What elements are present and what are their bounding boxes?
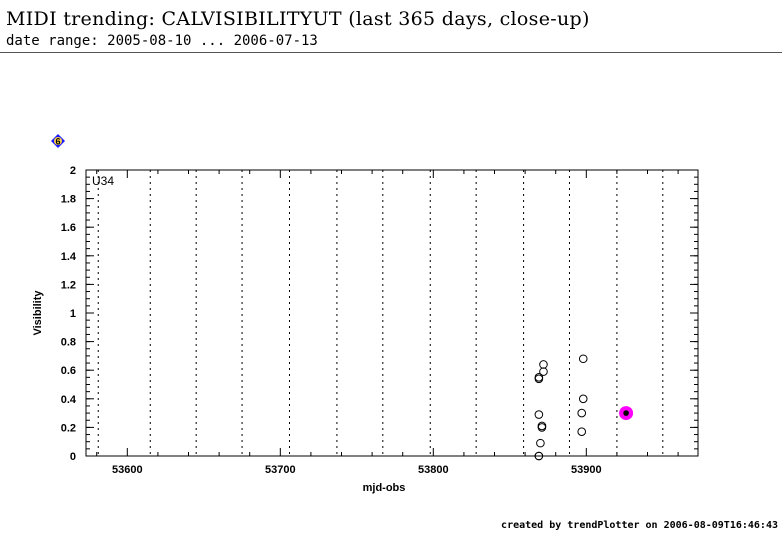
data-point: [539, 367, 548, 376]
data-point: [534, 410, 544, 419]
y-tick-label: 0.4: [61, 394, 77, 406]
data-point: [578, 354, 588, 364]
y-tick-label: 2: [70, 165, 76, 177]
data-points: [534, 354, 634, 461]
data-point: [539, 360, 548, 369]
plot-frame: [85, 169, 699, 457]
diamond-icon: 6: [51, 134, 65, 148]
data-point: [536, 438, 545, 448]
y-tick-label: 0.8: [61, 337, 76, 349]
x-tick-label: 53900: [571, 464, 602, 476]
y-tick-label: 0.2: [61, 422, 76, 434]
axis-ticks: 0 0.2 0.4 0.6 0.8 1 1.2 1.4 1.6 1.8 2 53600 53700 538…: [61, 165, 698, 476]
date-range: date range: 2005-08-10 ... 2006-07-13: [6, 33, 318, 49]
y-tick-label: 1.6: [61, 222, 76, 234]
data-point: [534, 451, 544, 461]
panel-label: U34: [92, 174, 114, 188]
highlight-point-center: [623, 410, 629, 416]
y-tick-label: 0.6: [61, 365, 76, 377]
data-point: [534, 374, 544, 384]
y-tick-label: 1.2: [61, 279, 76, 291]
x-tick-label: 53700: [265, 464, 296, 476]
data-point: [577, 408, 587, 418]
data-point: [578, 394, 588, 404]
y-tick-label: 1: [70, 308, 76, 320]
x-tick-label: 53600: [112, 464, 143, 476]
badge-label: 6: [55, 137, 60, 147]
page-title: MIDI trending: CALVISIBILITYUT (last 365…: [6, 8, 590, 30]
data-point: [537, 423, 547, 432]
y-tick-label: 1.4: [61, 251, 77, 263]
x-axis-label: mjd-obs: [363, 482, 406, 494]
y-axis-label: Visibility: [32, 290, 44, 336]
header-divider: [0, 52, 782, 53]
y-tick-label: 1.8: [61, 194, 76, 206]
x-tick-label: 53800: [418, 464, 449, 476]
y-tick-label: 0: [70, 451, 76, 463]
badge-center: [54, 137, 62, 145]
plot-border: [85, 169, 699, 457]
footer-credit: created by trendPlotter on 2006-08-09T16…: [501, 520, 778, 531]
data-point: [577, 427, 587, 436]
